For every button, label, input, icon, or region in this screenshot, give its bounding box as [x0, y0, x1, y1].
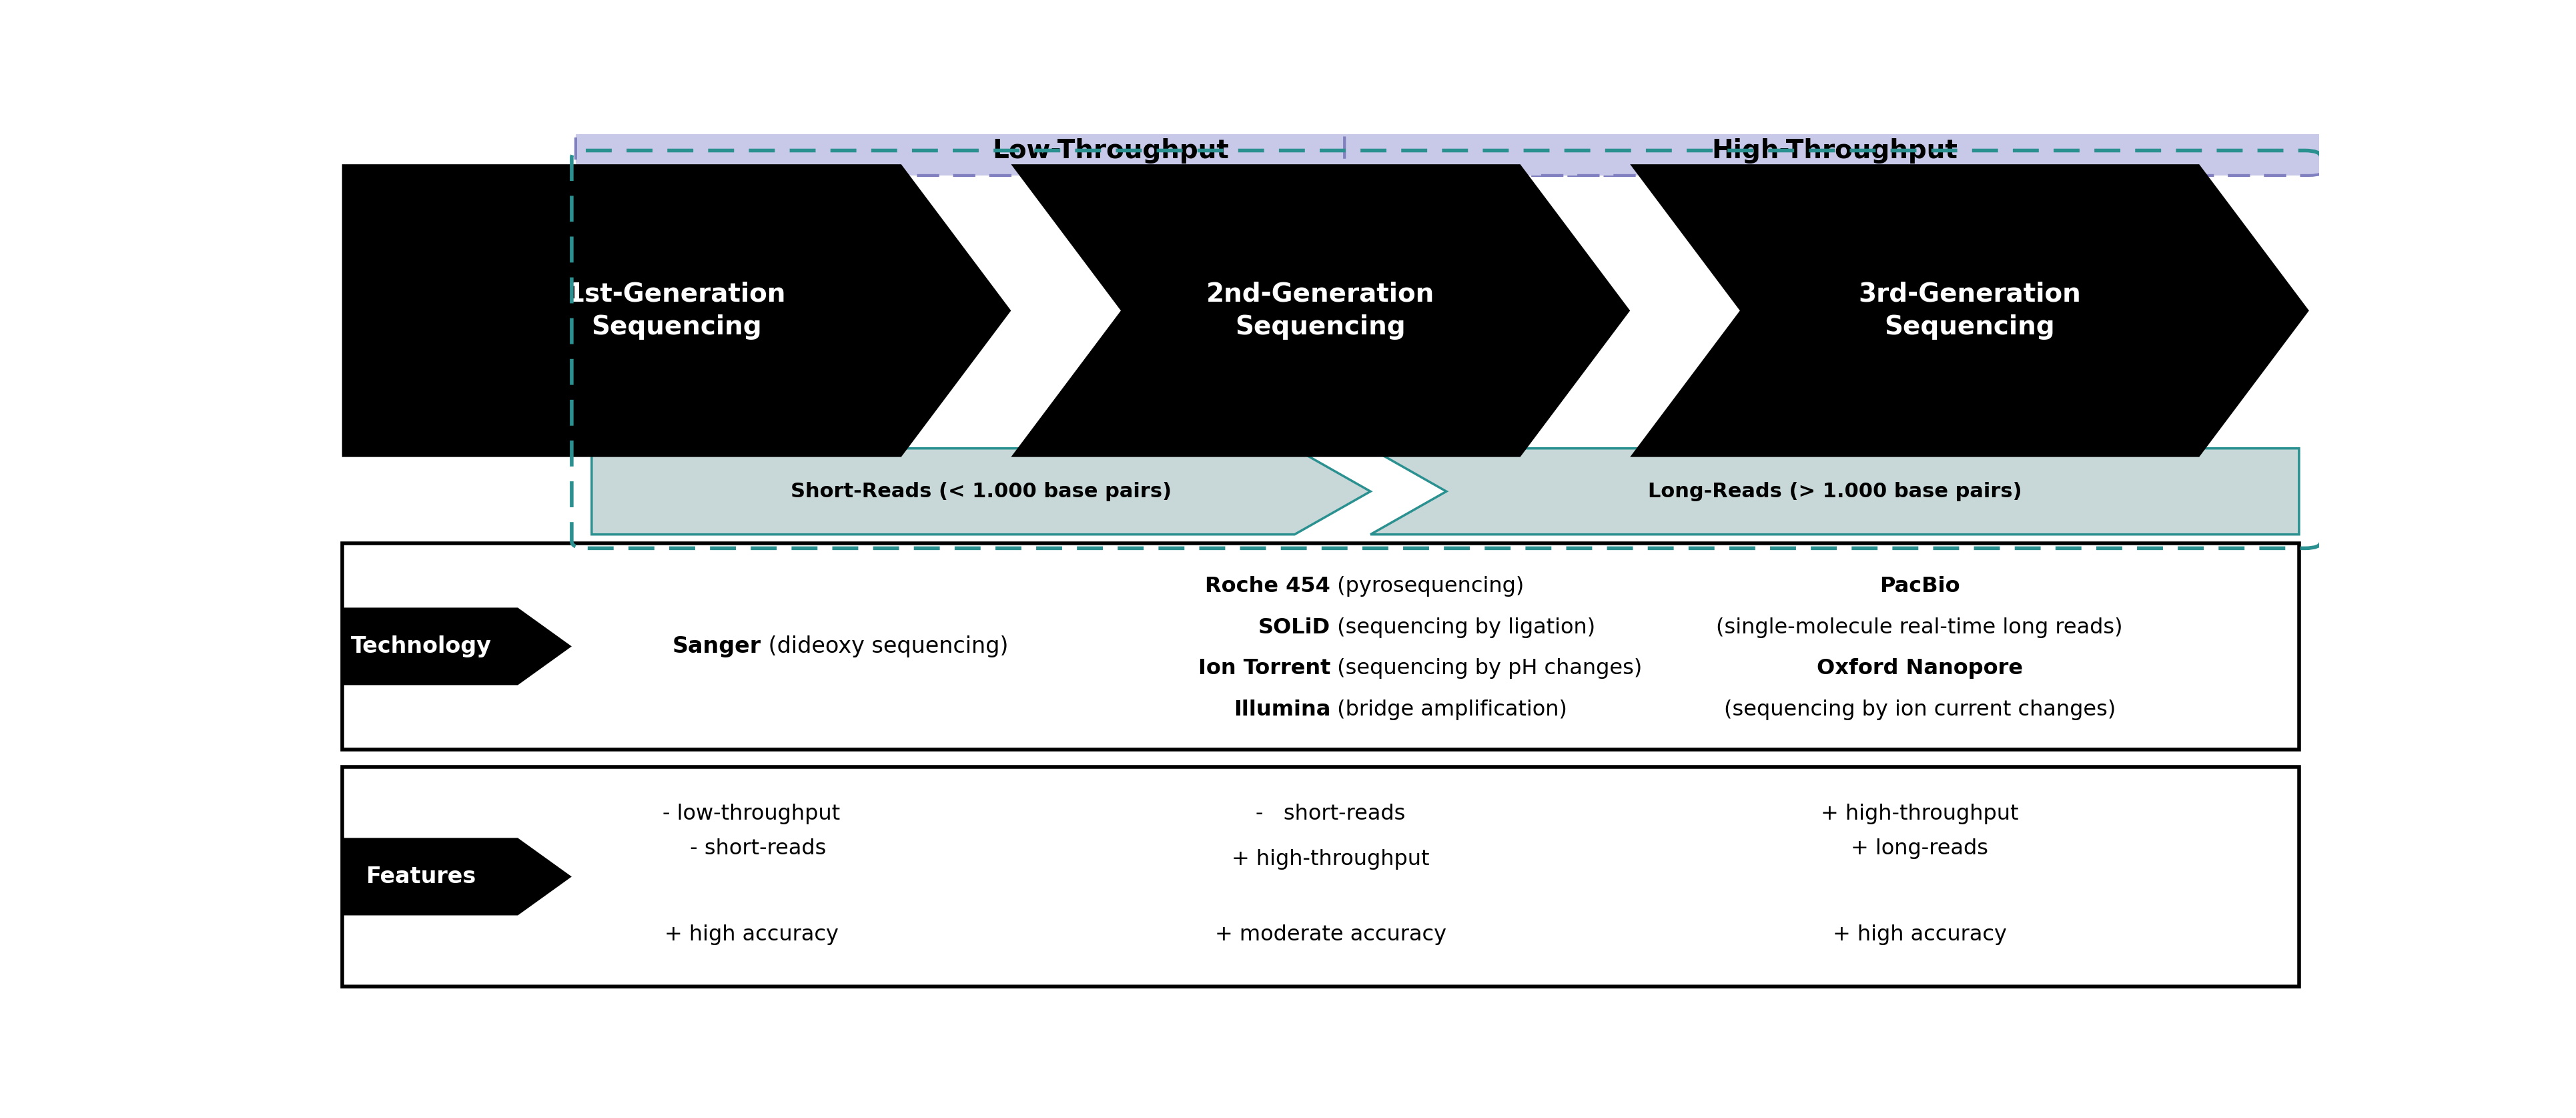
FancyBboxPatch shape	[574, 129, 1646, 176]
Text: + moderate accuracy: + moderate accuracy	[1213, 925, 1445, 945]
Text: + high accuracy: + high accuracy	[665, 925, 837, 945]
Text: (sequencing by ion current changes): (sequencing by ion current changes)	[1723, 700, 2115, 720]
Text: Low-Throughput: Low-Throughput	[992, 138, 1229, 163]
Text: High-Throughput: High-Throughput	[1710, 138, 1958, 163]
Text: (dideoxy sequencing): (dideoxy sequencing)	[762, 635, 1007, 657]
Text: Sanger: Sanger	[672, 635, 762, 657]
Polygon shape	[1631, 164, 2308, 457]
Text: (sequencing by pH changes): (sequencing by pH changes)	[1329, 659, 1641, 679]
Text: - short-reads: - short-reads	[677, 839, 827, 859]
Text: 2nd-Generation
Sequencing: 2nd-Generation Sequencing	[1206, 282, 1435, 340]
Polygon shape	[1370, 448, 2298, 534]
Text: + high-throughput: + high-throughput	[1821, 804, 2017, 825]
Text: Short-Reads (< 1.000 base pairs): Short-Reads (< 1.000 base pairs)	[791, 482, 1172, 501]
Text: Illumina: Illumina	[1234, 700, 1329, 720]
Polygon shape	[343, 837, 572, 916]
Text: (pyrosequencing): (pyrosequencing)	[1329, 576, 1525, 597]
Text: -   short-reads: - short-reads	[1255, 804, 1404, 825]
Text: Long-Reads (> 1.000 base pairs): Long-Reads (> 1.000 base pairs)	[1646, 482, 2022, 501]
Text: SOLiD: SOLiD	[1257, 617, 1329, 637]
Text: Ion Torrent: Ion Torrent	[1198, 659, 1329, 679]
Polygon shape	[343, 608, 572, 685]
FancyBboxPatch shape	[343, 767, 2298, 986]
Text: (single-molecule real-time long reads): (single-molecule real-time long reads)	[1716, 617, 2123, 637]
Text: + high accuracy: + high accuracy	[1832, 925, 2007, 945]
Text: + long-reads: + long-reads	[1850, 839, 1989, 859]
Text: 3rd-Generation
Sequencing: 3rd-Generation Sequencing	[1857, 282, 2081, 340]
Text: 1st-Generation
Sequencing: 1st-Generation Sequencing	[567, 282, 786, 340]
Text: Oxford Nanopore: Oxford Nanopore	[1816, 659, 2022, 679]
Text: + high-throughput: + high-throughput	[1231, 849, 1430, 870]
Text: (sequencing by ligation): (sequencing by ligation)	[1329, 617, 1595, 637]
Polygon shape	[343, 164, 1010, 457]
Text: PacBio: PacBio	[1878, 576, 1960, 597]
FancyBboxPatch shape	[343, 543, 2298, 750]
Text: Roche 454: Roche 454	[1206, 576, 1329, 597]
Text: Technology: Technology	[350, 635, 492, 657]
FancyBboxPatch shape	[1345, 129, 2324, 176]
Polygon shape	[1010, 164, 1631, 457]
Text: - low-throughput: - low-throughput	[662, 804, 840, 825]
Text: Features: Features	[366, 865, 477, 888]
Polygon shape	[592, 448, 1370, 534]
Text: (bridge amplification): (bridge amplification)	[1329, 700, 1566, 720]
